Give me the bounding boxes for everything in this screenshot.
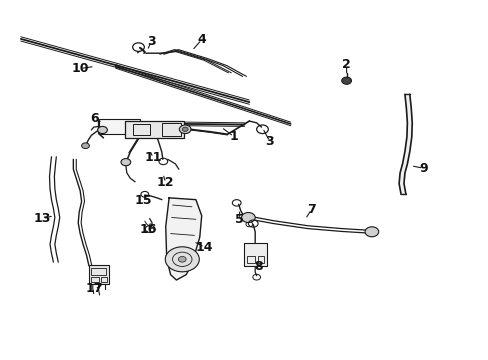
Circle shape xyxy=(341,77,351,84)
Bar xyxy=(132,124,149,135)
Text: 8: 8 xyxy=(253,260,262,273)
Circle shape xyxy=(365,227,378,237)
Text: 15: 15 xyxy=(134,194,152,207)
Bar xyxy=(91,267,106,275)
Polygon shape xyxy=(165,198,201,280)
Bar xyxy=(101,277,107,282)
Text: 9: 9 xyxy=(418,162,427,175)
Circle shape xyxy=(81,143,89,149)
Text: 10: 10 xyxy=(71,62,89,75)
Bar xyxy=(99,119,140,134)
Polygon shape xyxy=(398,94,411,194)
Text: 12: 12 xyxy=(157,176,174,189)
Text: 13: 13 xyxy=(34,212,51,225)
Text: 2: 2 xyxy=(342,58,350,72)
Text: 14: 14 xyxy=(196,240,213,254)
Circle shape xyxy=(182,127,188,131)
Bar xyxy=(247,256,254,263)
Bar xyxy=(243,243,266,266)
Circle shape xyxy=(179,125,191,134)
Text: 6: 6 xyxy=(90,112,99,125)
Text: 4: 4 xyxy=(197,33,205,46)
Text: 3: 3 xyxy=(265,135,274,148)
Bar xyxy=(162,123,181,136)
Text: 3: 3 xyxy=(146,35,155,48)
Bar xyxy=(258,256,264,263)
Bar xyxy=(125,121,183,138)
Circle shape xyxy=(241,212,255,222)
Text: 1: 1 xyxy=(229,130,238,143)
Text: 5: 5 xyxy=(235,213,244,226)
Text: 17: 17 xyxy=(86,283,103,296)
Text: 16: 16 xyxy=(139,223,157,236)
Bar xyxy=(91,277,99,282)
Bar xyxy=(89,265,109,284)
Text: 11: 11 xyxy=(144,151,162,165)
Circle shape xyxy=(178,256,186,262)
Circle shape xyxy=(121,158,130,166)
Circle shape xyxy=(98,126,107,134)
Text: 7: 7 xyxy=(306,203,315,216)
Circle shape xyxy=(165,247,199,272)
